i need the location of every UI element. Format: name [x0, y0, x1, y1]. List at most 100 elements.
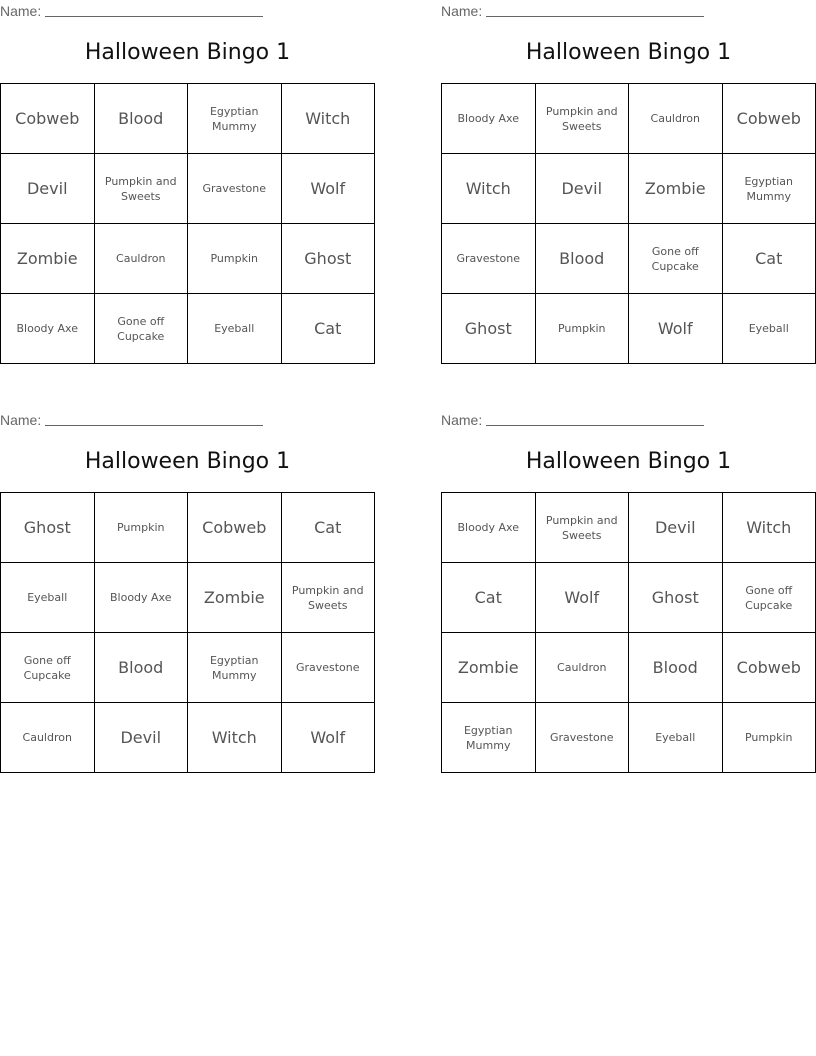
bingo-cell: Devil: [0, 153, 95, 224]
bingo-cell: Cauldron: [93, 223, 188, 294]
bingo-cell: Gravestone: [280, 632, 375, 703]
card-title: Halloween Bingo 1: [525, 40, 732, 65]
name-label: Name:: [441, 412, 483, 428]
bingo-row: Cobweb Blood Egyptian Mummy Witch: [0, 83, 375, 154]
bingo-cell: Eyeball: [628, 702, 723, 773]
bingo-row: Cat Wolf Ghost Gone off Cupcake: [441, 562, 816, 633]
bingo-cell: Witch: [187, 702, 282, 773]
bingo-cell: Gone off Cupcake: [93, 293, 188, 364]
bingo-cell: Wolf: [280, 702, 375, 773]
bingo-cell: Cat: [441, 562, 536, 633]
bingo-cell: Bloody Axe: [441, 83, 536, 154]
bingo-cell: Gravestone: [187, 153, 282, 224]
bingo-cell: Cauldron: [534, 632, 629, 703]
card-title: Halloween Bingo 1: [84, 449, 291, 474]
bingo-cell: Cat: [721, 223, 816, 294]
bingo-cell: Wolf: [534, 562, 629, 633]
bingo-cell: Cobweb: [721, 632, 816, 703]
bingo-cell: Zombie: [187, 562, 282, 633]
bingo-cell: Cat: [280, 492, 375, 563]
name-label: Name:: [441, 3, 483, 19]
bingo-row: Bloody Axe Pumpkin and Sweets Cauldron Cobw…: [441, 83, 816, 154]
bingo-cell: Witch: [721, 492, 816, 563]
bingo-row: Eyeball Bloody Axe Zombie Pumpkin and Sweet…: [0, 562, 375, 633]
bingo-row: Bloody Axe Gone off Cupcake Eyeball Cat: [0, 293, 375, 364]
bingo-cell: Blood: [93, 632, 188, 703]
bingo-grid: Cobweb Blood Egyptian Mummy Witch Devil Pumpk…: [0, 83, 375, 364]
name-line[interactable]: [45, 411, 264, 426]
bingo-cell: Witch: [441, 153, 536, 224]
bingo-grid: Bloody Axe Pumpkin and Sweets Devil Witch Ca…: [441, 492, 816, 773]
bingo-cell: Gone off Cupcake: [721, 562, 816, 633]
bingo-row: Gravestone Blood Gone off Cupcake Cat: [441, 223, 816, 294]
bingo-cell: Gravestone: [534, 702, 629, 773]
bingo-cell: Eyeball: [187, 293, 282, 364]
bingo-cell: Wolf: [280, 153, 375, 224]
name-field[interactable]: Name:: [441, 411, 705, 428]
bingo-row: Witch Devil Zombie Egyptian Mummy: [441, 153, 816, 224]
bingo-cell: Eyeball: [721, 293, 816, 364]
bingo-cell: Pumpkin and Sweets: [534, 83, 629, 154]
bingo-cell: Gone off Cupcake: [0, 632, 95, 703]
bingo-cell: Blood: [534, 223, 629, 294]
bingo-cell: Devil: [93, 702, 188, 773]
bingo-cell: Egyptian Mummy: [721, 153, 816, 224]
card-title: Halloween Bingo 1: [525, 449, 732, 474]
bingo-cell: Pumpkin and Sweets: [534, 492, 629, 563]
name-field[interactable]: Name:: [441, 2, 705, 19]
bingo-grid: Ghost Pumpkin Cobweb Cat Eyeball Bloody Axe Zo…: [0, 492, 375, 773]
bingo-cell: Wolf: [628, 293, 723, 364]
bingo-cell: Egyptian Mummy: [441, 702, 536, 773]
bingo-cell: Witch: [280, 83, 375, 154]
bingo-cell: Pumpkin: [93, 492, 188, 563]
bingo-cell: Bloody Axe: [0, 293, 95, 364]
bingo-cell: Ghost: [280, 223, 375, 294]
bingo-row: Cauldron Devil Witch Wolf: [0, 702, 375, 773]
bingo-row: Zombie Cauldron Pumpkin Ghost: [0, 223, 375, 294]
bingo-cell: Zombie: [628, 153, 723, 224]
bingo-cell: Ghost: [0, 492, 95, 563]
name-line[interactable]: [45, 2, 264, 17]
bingo-row: Devil Pumpkin and Sweets Gravestone Wolf: [0, 153, 375, 224]
bingo-cell: Blood: [93, 83, 188, 154]
bingo-cell: Eyeball: [0, 562, 95, 633]
bingo-cell: Cobweb: [721, 83, 816, 154]
bingo-row: Gone off Cupcake Blood Egyptian Mummy Grave…: [0, 632, 375, 703]
name-label: Name:: [0, 412, 42, 428]
bingo-row: Ghost Pumpkin Wolf Eyeball: [441, 293, 816, 364]
name-label: Name:: [0, 3, 42, 19]
bingo-cell: Cobweb: [0, 83, 95, 154]
bingo-cell: Cauldron: [0, 702, 95, 773]
name-field[interactable]: Name:: [0, 2, 264, 19]
bingo-cell: Zombie: [441, 632, 536, 703]
bingo-cell: Pumpkin: [534, 293, 629, 364]
bingo-row: Egyptian Mummy Gravestone Eyeball Pumpkin: [441, 702, 816, 773]
bingo-cell: Egyptian Mummy: [187, 83, 282, 154]
bingo-cell: Pumpkin and Sweets: [93, 153, 188, 224]
bingo-cell: Blood: [628, 632, 723, 703]
bingo-cell: Devil: [534, 153, 629, 224]
bingo-cell: Ghost: [441, 293, 536, 364]
bingo-cell: Pumpkin and Sweets: [280, 562, 375, 633]
card-title: Halloween Bingo 1: [84, 40, 291, 65]
bingo-cell: Ghost: [628, 562, 723, 633]
bingo-cell: Gone off Cupcake: [628, 223, 723, 294]
name-line[interactable]: [486, 2, 705, 17]
bingo-cell: Cobweb: [187, 492, 282, 563]
bingo-cell: Pumpkin: [187, 223, 282, 294]
bingo-grid: Bloody Axe Pumpkin and Sweets Cauldron Cobw…: [441, 83, 816, 364]
bingo-cell: Cat: [280, 293, 375, 364]
bingo-cell: Gravestone: [441, 223, 536, 294]
name-line[interactable]: [486, 411, 705, 426]
bingo-row: Bloody Axe Pumpkin and Sweets Devil Witch: [441, 492, 816, 563]
bingo-cell: Zombie: [0, 223, 95, 294]
bingo-cell: Bloody Axe: [93, 562, 188, 633]
bingo-cell: Cauldron: [628, 83, 723, 154]
name-field[interactable]: Name:: [0, 411, 264, 428]
bingo-row: Zombie Cauldron Blood Cobweb: [441, 632, 816, 703]
bingo-cell: Devil: [628, 492, 723, 563]
bingo-cell: Egyptian Mummy: [187, 632, 282, 703]
bingo-cell: Bloody Axe: [441, 492, 536, 563]
bingo-cell: Pumpkin: [721, 702, 816, 773]
bingo-row: Ghost Pumpkin Cobweb Cat: [0, 492, 375, 563]
